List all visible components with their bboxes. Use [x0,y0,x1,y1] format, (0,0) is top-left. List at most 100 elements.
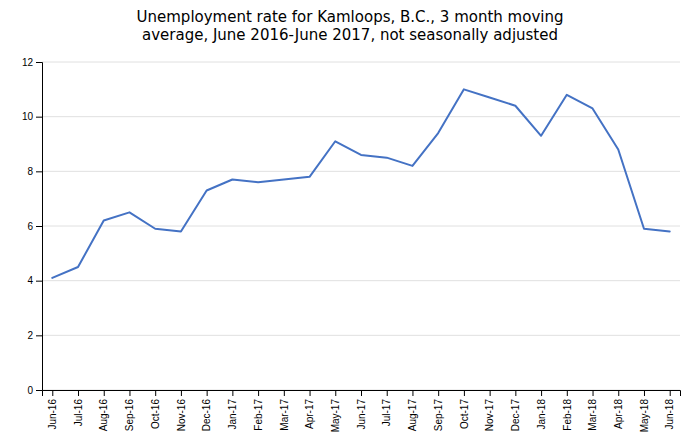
x-tick-label: Mar-18 [587,399,598,431]
x-tick-mark [593,390,594,396]
y-tick: 10 [22,111,42,122]
x-tick-label: Apr-17 [304,399,315,429]
x-tick: Jul-17 [381,390,392,426]
x-tick-label: Feb-18 [562,399,573,431]
x-tick-label: Jun-18 [664,399,675,430]
x-tick: Nov-17 [484,390,495,431]
x-tick: Oct-17 [459,390,470,429]
x-tick-mark [438,390,439,396]
grid-line [42,226,680,227]
x-tick-label: Jan-18 [536,399,547,430]
y-tick-mark [36,281,42,282]
x-tick-mark [52,390,53,396]
y-tick-label: 2 [27,330,33,341]
y-tick: 6 [27,221,42,232]
x-tick-label: May-18 [639,399,650,433]
y-tick: 8 [27,166,42,177]
x-tick-mark [335,390,336,396]
title-line: Unemployment rate for Kamloops, B.C., 3 … [137,8,564,26]
y-tick-mark [36,171,42,172]
grid-line [42,280,680,281]
title-line: average, June 2016-June 2017, not season… [142,26,558,44]
x-tick-mark [310,390,311,396]
grid-line [42,62,680,63]
y-tick-label: 6 [27,221,33,232]
y-tick: 2 [27,330,42,341]
x-tick-label: Sep-17 [433,399,444,432]
x-tick: Jan-17 [227,390,238,430]
x-tick-label: Nov-17 [484,399,495,432]
x-tick-mark [78,390,79,396]
y-tick-mark [36,226,42,227]
marks [52,89,669,278]
x-tick: Feb-18 [562,390,573,431]
x-tick-label: Feb-17 [253,399,264,431]
y-tick-label: 4 [27,275,33,286]
x-tick-label: Dec-17 [510,399,521,432]
x-tick-label: Jun-17 [356,399,367,430]
x-tick-label: Sep-16 [124,399,135,432]
y-tick-label: 8 [27,166,33,177]
y-axis: 0 2 4 6 8 10 12 [22,57,43,396]
x-tick-label: Aug-16 [98,399,109,432]
x-tick: May-18 [639,390,650,432]
x-tick: Sep-17 [433,390,444,431]
x-tick-mark [670,390,671,396]
x-tick: Feb-17 [253,390,264,431]
x-tick: Jan-18 [536,390,547,430]
x-tick-mark [284,390,285,396]
x-tick-mark [232,390,233,396]
x-tick: Mar-18 [587,390,598,431]
x-tick: Aug-17 [407,390,418,431]
x-tick-mark [644,390,645,396]
x-tick: Apr-18 [613,390,624,429]
x-tick-mark [155,390,156,396]
x-tick-label: Mar-17 [279,399,290,431]
y-tick-mark [36,117,42,118]
x-tick-label: Dec-16 [201,399,212,432]
y-tick-label: 12 [22,57,34,68]
x-tick: Aug-16 [98,390,109,431]
grid-line [42,335,680,336]
y-tick-label: 0 [27,385,33,396]
x-tick: May-17 [330,390,341,432]
x-tick-label: Oct-16 [150,399,161,429]
x-axis-line [43,391,681,397]
x-tick-mark [567,390,568,396]
y-tick: 12 [22,57,42,68]
grid-line [42,171,680,172]
x-tick-mark [541,390,542,396]
x-tick-label: Apr-18 [613,399,624,429]
plot: 0 2 4 6 8 10 12 Jun-16 Jul-16 Aug-16 Sep-16 Oct-16 N… [22,57,681,433]
x-tick-mark [258,390,259,396]
x-tick-mark [387,390,388,396]
x-tick-label: Jul-16 [73,399,84,427]
y-axis-line [36,63,43,391]
y-tick-label: 10 [22,111,34,122]
title: Unemployment rate for Kamloops, B.C., 3 … [137,8,564,44]
x-tick-mark [361,390,362,396]
x-tick: Jun-16 [47,390,58,430]
x-tick-mark [464,390,465,396]
x-tick-label: Oct-17 [459,399,470,429]
y-tick: 0 [27,385,42,396]
x-tick: Mar-17 [279,390,290,431]
x-tick-mark [104,390,105,396]
x-tick: Dec-17 [510,390,521,431]
x-tick-mark [412,390,413,396]
x-tick-label: May-17 [330,399,341,433]
x-tick: Dec-16 [201,390,212,431]
x-tick: Nov-16 [176,390,187,431]
y-tick-mark [36,390,42,391]
line [52,89,669,278]
x-tick: Jun-18 [664,390,675,430]
x-tick-label: Jan-17 [227,399,238,430]
x-tick: Sep-16 [124,390,135,431]
grid-line [42,116,680,117]
x-tick-mark [129,390,130,396]
y-tick-mark [36,62,42,63]
y-tick-mark [36,335,42,336]
x-tick: Jul-16 [73,390,84,426]
x-tick-label: Nov-16 [176,399,187,432]
x-tick: Apr-17 [304,390,315,429]
